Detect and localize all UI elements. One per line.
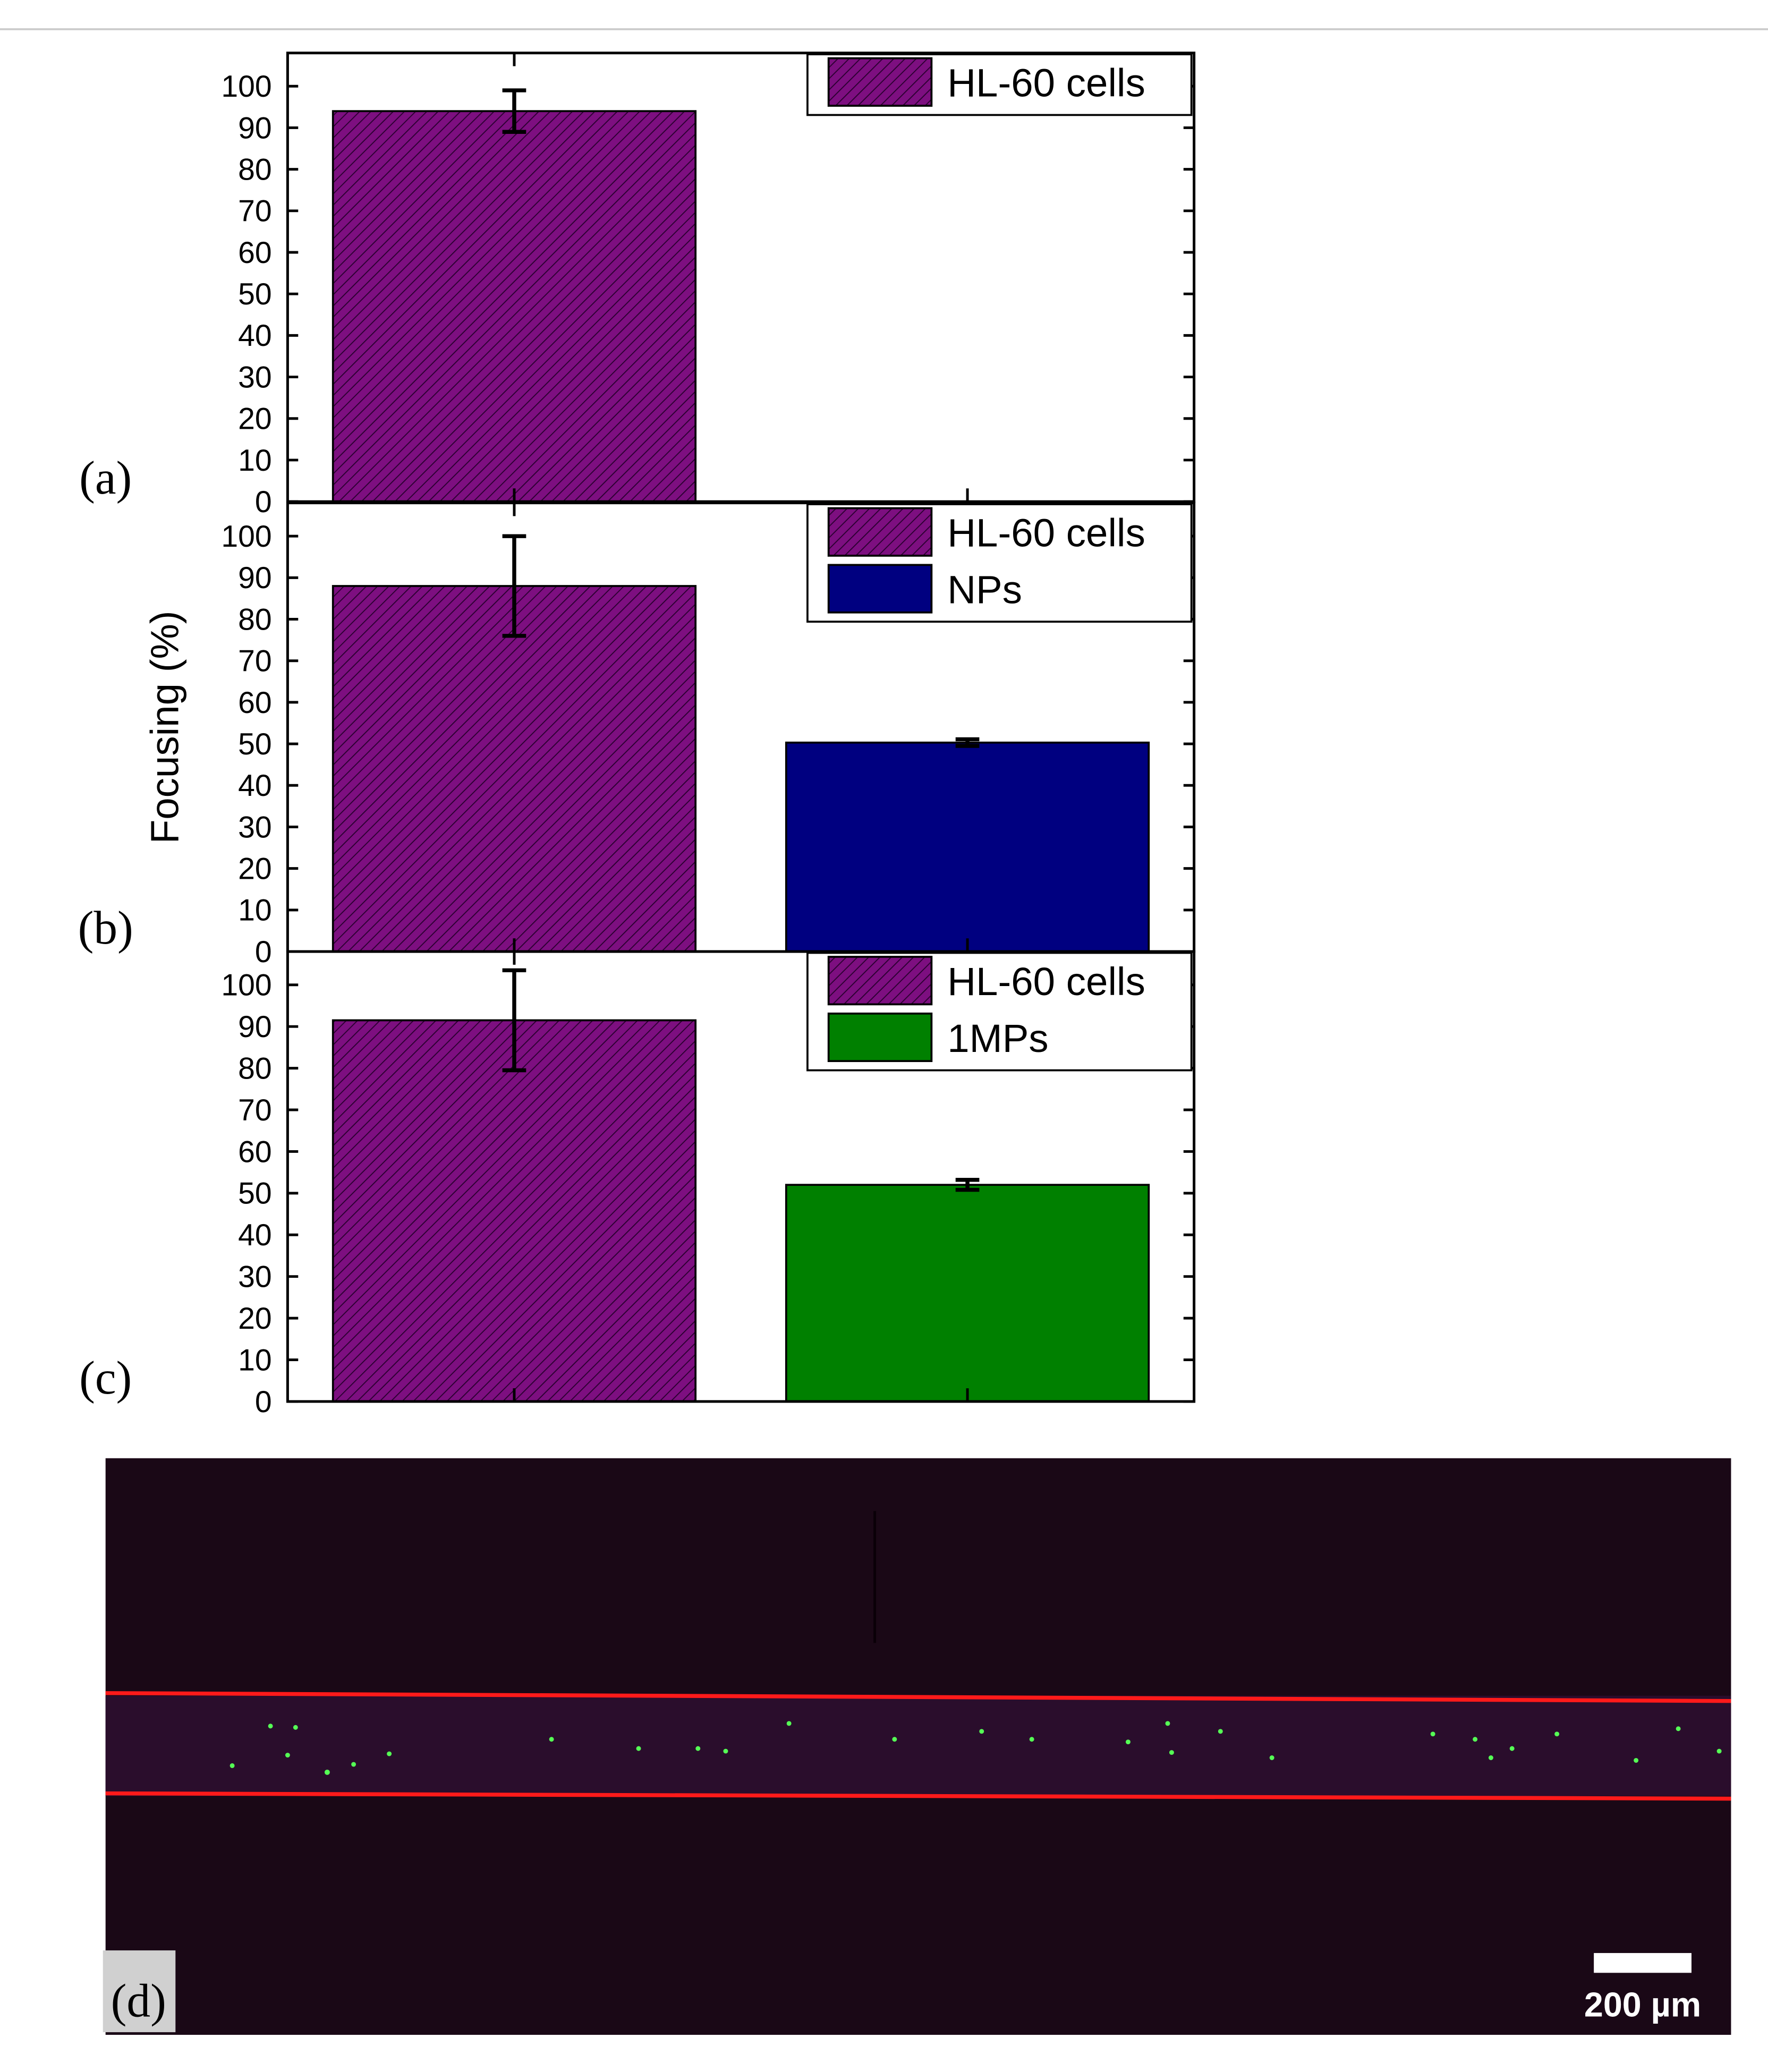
y-tick-label: 50 [238,727,272,761]
y-tick-label: 30 [238,360,272,394]
y-tick-label: 20 [238,852,272,886]
legend-label: HL-60 cells [947,959,1145,1004]
y-tick-label: 40 [238,769,272,803]
y-tick-label: 0 [255,1385,272,1419]
y-tick-label: 50 [238,277,272,311]
channel-wall [105,1691,1731,1703]
y-tick-label: 70 [238,1093,272,1127]
legend-label: 1MPs [947,1016,1048,1060]
legend-swatch [827,507,933,557]
channel-wall [105,1791,1731,1801]
y-tick-label: 10 [238,444,272,478]
y-tick-label: 60 [238,1135,272,1169]
y-tick-label: 0 [255,485,272,519]
bar [785,1184,1150,1403]
micrograph: 200 µm (d) [103,1458,1731,2035]
particles [230,1721,1722,1775]
bar [332,110,697,503]
y-tick-label: 40 [238,319,272,353]
legend-label: NPs [947,567,1022,612]
y-tick-label: 60 [238,686,272,720]
y-tick-label: 30 [238,810,272,844]
channel [105,1695,1731,1796]
y-tick-label: 80 [238,1051,272,1085]
legend-swatch [827,57,933,107]
error-bar [955,737,980,748]
bar [332,1019,697,1403]
bar [332,585,697,953]
error-bar [502,88,526,134]
error-bar [955,1178,980,1192]
y-tick-label: 70 [238,194,272,228]
y-tick-label: 100 [221,969,271,1003]
bar-chart: 0 10 20 30 40 50 60 70 80 90 100 HL-60 cells (a) [79,52,1196,519]
y-tick-label: 10 [238,894,272,928]
scale-bar [1594,1953,1692,1973]
y-tick-label: 90 [238,111,272,145]
bar-chart: 0 10 20 30 40 50 60 70 80 90 100 HL-60 cells 1MPs (c) [79,950,1196,1419]
y-tick-label: 100 [221,70,271,104]
y-tick-label: 60 [238,236,272,270]
legend-swatch [827,1012,933,1063]
y-tick-label: 90 [238,561,272,595]
legend-swatch [827,564,933,614]
legend-label: HL-60 cells [947,61,1145,105]
y-tick-label: 40 [238,1218,272,1252]
panel-label-box [103,1950,176,2033]
legend-label: HL-60 cells [947,511,1145,555]
bar-chart: 0 10 20 30 40 50 60 70 80 90 100 HL-60 cells NPs (b) F… [78,502,1196,969]
panel-label: (c) [79,1352,132,1404]
bar [785,741,1150,953]
y-tick-label: 30 [238,1260,272,1294]
error-bar [502,534,526,638]
y-tick-label: 70 [238,644,272,678]
y-tick-label: 10 [238,1343,272,1377]
legend-swatch [827,956,933,1006]
error-bar [502,968,526,1073]
panel-label: (b) [78,902,133,954]
y-tick-label: 20 [238,1302,272,1336]
y-tick-label: 50 [238,1177,272,1211]
y-tick-label: 20 [238,402,272,436]
y-tick-label: 80 [238,602,272,636]
panel-label: (d) [111,1974,166,2027]
y-tick-label: 80 [238,153,272,187]
scale-bar-label: 200 µm [1584,1985,1701,2024]
y-tick-label: 90 [238,1010,272,1044]
y-tick-label: 0 [255,935,272,969]
plot-frame [286,950,1196,1403]
panel-label: (a) [79,452,132,504]
y-tick-label: 100 [221,520,271,554]
y-axis-label: Focusing (%) [142,610,186,844]
